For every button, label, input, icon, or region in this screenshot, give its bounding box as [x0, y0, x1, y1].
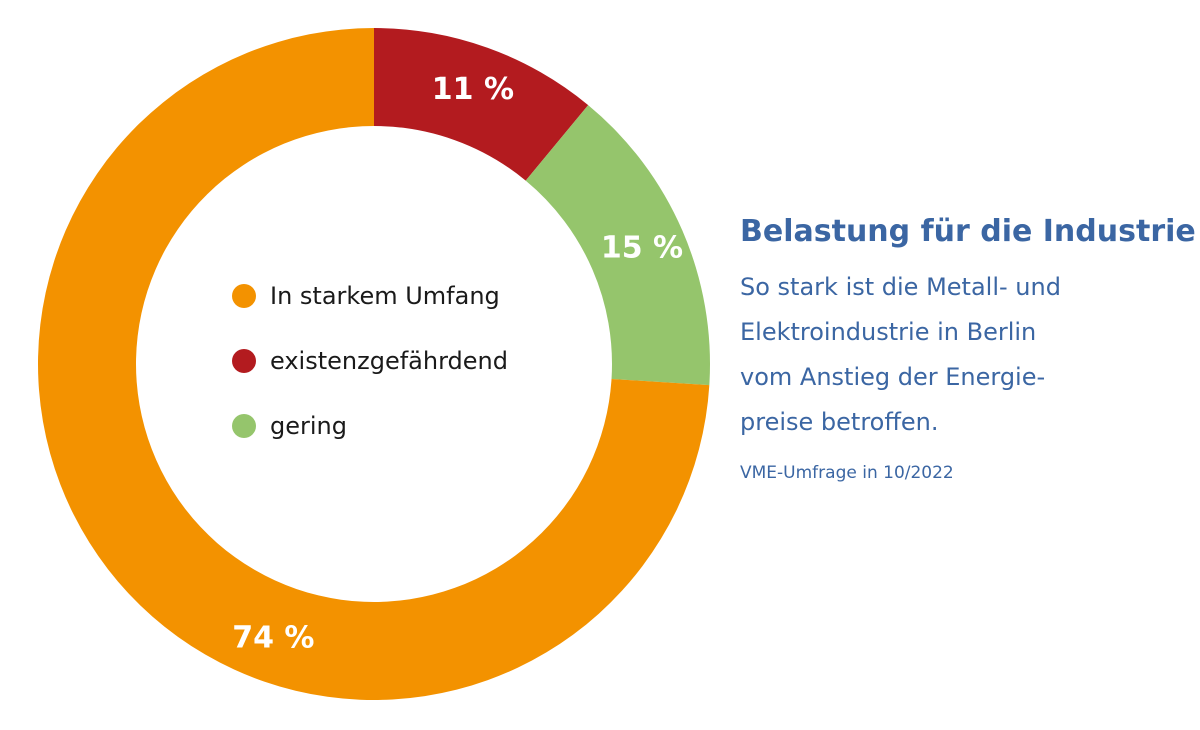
chart-subtitle: So stark ist die Metall- und Elektroindu… [740, 265, 1180, 445]
legend-label-gering: gering [270, 412, 347, 440]
legend-dot-in-starkem-umfang [232, 284, 256, 308]
slice-existenzgefaehrdend [374, 28, 589, 181]
chart-source: VME-Umfrage in 10/2022 [740, 463, 954, 483]
subtitle-line: Elektroindustrie in Berlin [740, 318, 1037, 346]
chart-title: Belastung für die Industrie [740, 214, 1196, 249]
legend: In starkem Umfang existenzgefährdend ger… [232, 280, 508, 475]
subtitle-line: vom Anstieg der Energie- [740, 363, 1046, 391]
slice-gering [525, 105, 710, 386]
slice-label-in-starkem-umfang: 74 % [232, 621, 314, 656]
donut-chart: 11 % 15 % 74 % [37, 28, 710, 700]
legend-item-gering: gering [232, 410, 508, 442]
legend-item-in-starkem-umfang: In starkem Umfang [232, 280, 508, 312]
slice-label-existenzgefaehrdend: 11 % [432, 72, 514, 107]
subtitle-line: So stark ist die Metall- und [740, 273, 1061, 301]
legend-label-in-starkem-umfang: In starkem Umfang [270, 282, 500, 310]
legend-dot-gering [232, 414, 256, 438]
legend-dot-existenzgefaehrdend [232, 349, 256, 373]
legend-item-existenzgefaehrdend: existenzgefährdend [232, 345, 508, 377]
slice-label-gering: 15 % [601, 231, 683, 266]
subtitle-line: preise betroffen. [740, 408, 939, 436]
chart-text-panel: Belastung für die Industrie So stark ist… [740, 214, 1196, 483]
legend-label-existenzgefaehrdend: existenzgefährdend [270, 347, 508, 375]
